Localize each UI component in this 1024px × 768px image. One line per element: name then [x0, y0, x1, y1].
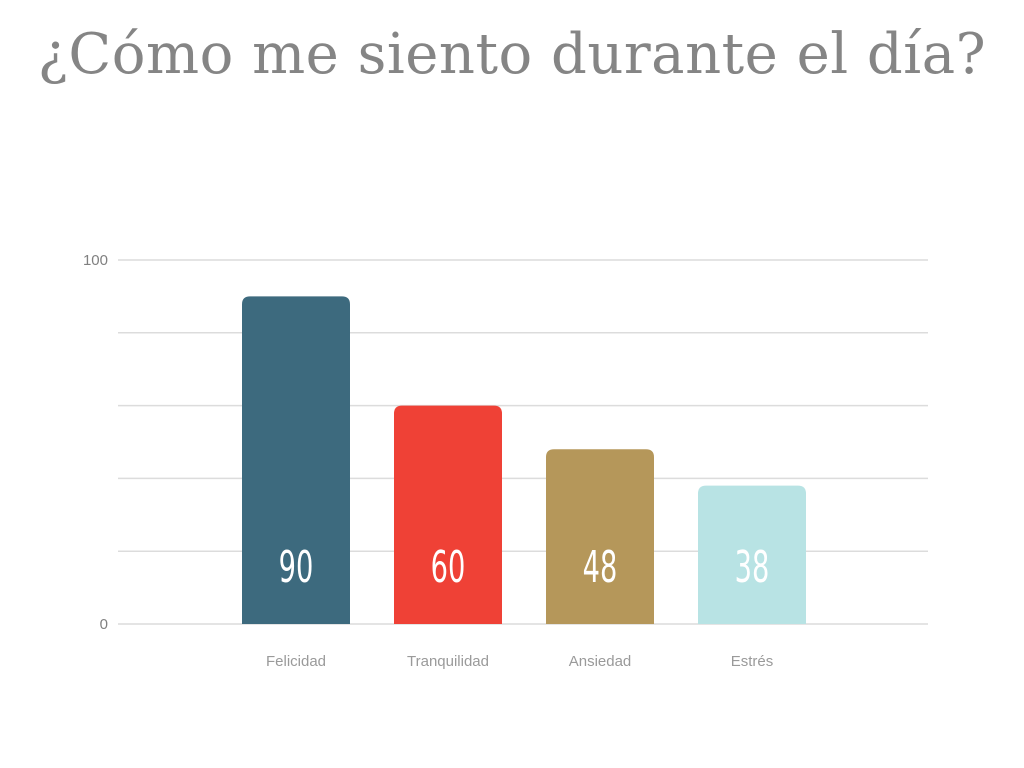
y-tick-label: 100: [83, 252, 108, 269]
bar: [242, 296, 350, 624]
category-label: Tranquilidad: [407, 653, 489, 670]
bar: [698, 485, 806, 624]
data-label: 60: [431, 541, 466, 593]
bar: [546, 449, 654, 624]
bars: 90 60 48 38: [242, 296, 806, 624]
category-label: Felicidad: [266, 653, 326, 670]
y-tick-label: 0: [100, 616, 108, 633]
chart-title: ¿Cómo me siento durante el día?: [37, 22, 987, 87]
data-label: 90: [279, 541, 314, 593]
category-label: Ansiedad: [569, 653, 632, 670]
gridlines: [118, 259, 928, 625]
data-label: 48: [583, 541, 618, 593]
category-label: Estrés: [731, 653, 774, 670]
bar: [394, 405, 502, 624]
y-axis-ticks: 0 100: [83, 252, 108, 633]
data-label: 38: [735, 541, 770, 593]
category-labels: Felicidad Tranquilidad Ansiedad Estrés: [266, 653, 773, 670]
